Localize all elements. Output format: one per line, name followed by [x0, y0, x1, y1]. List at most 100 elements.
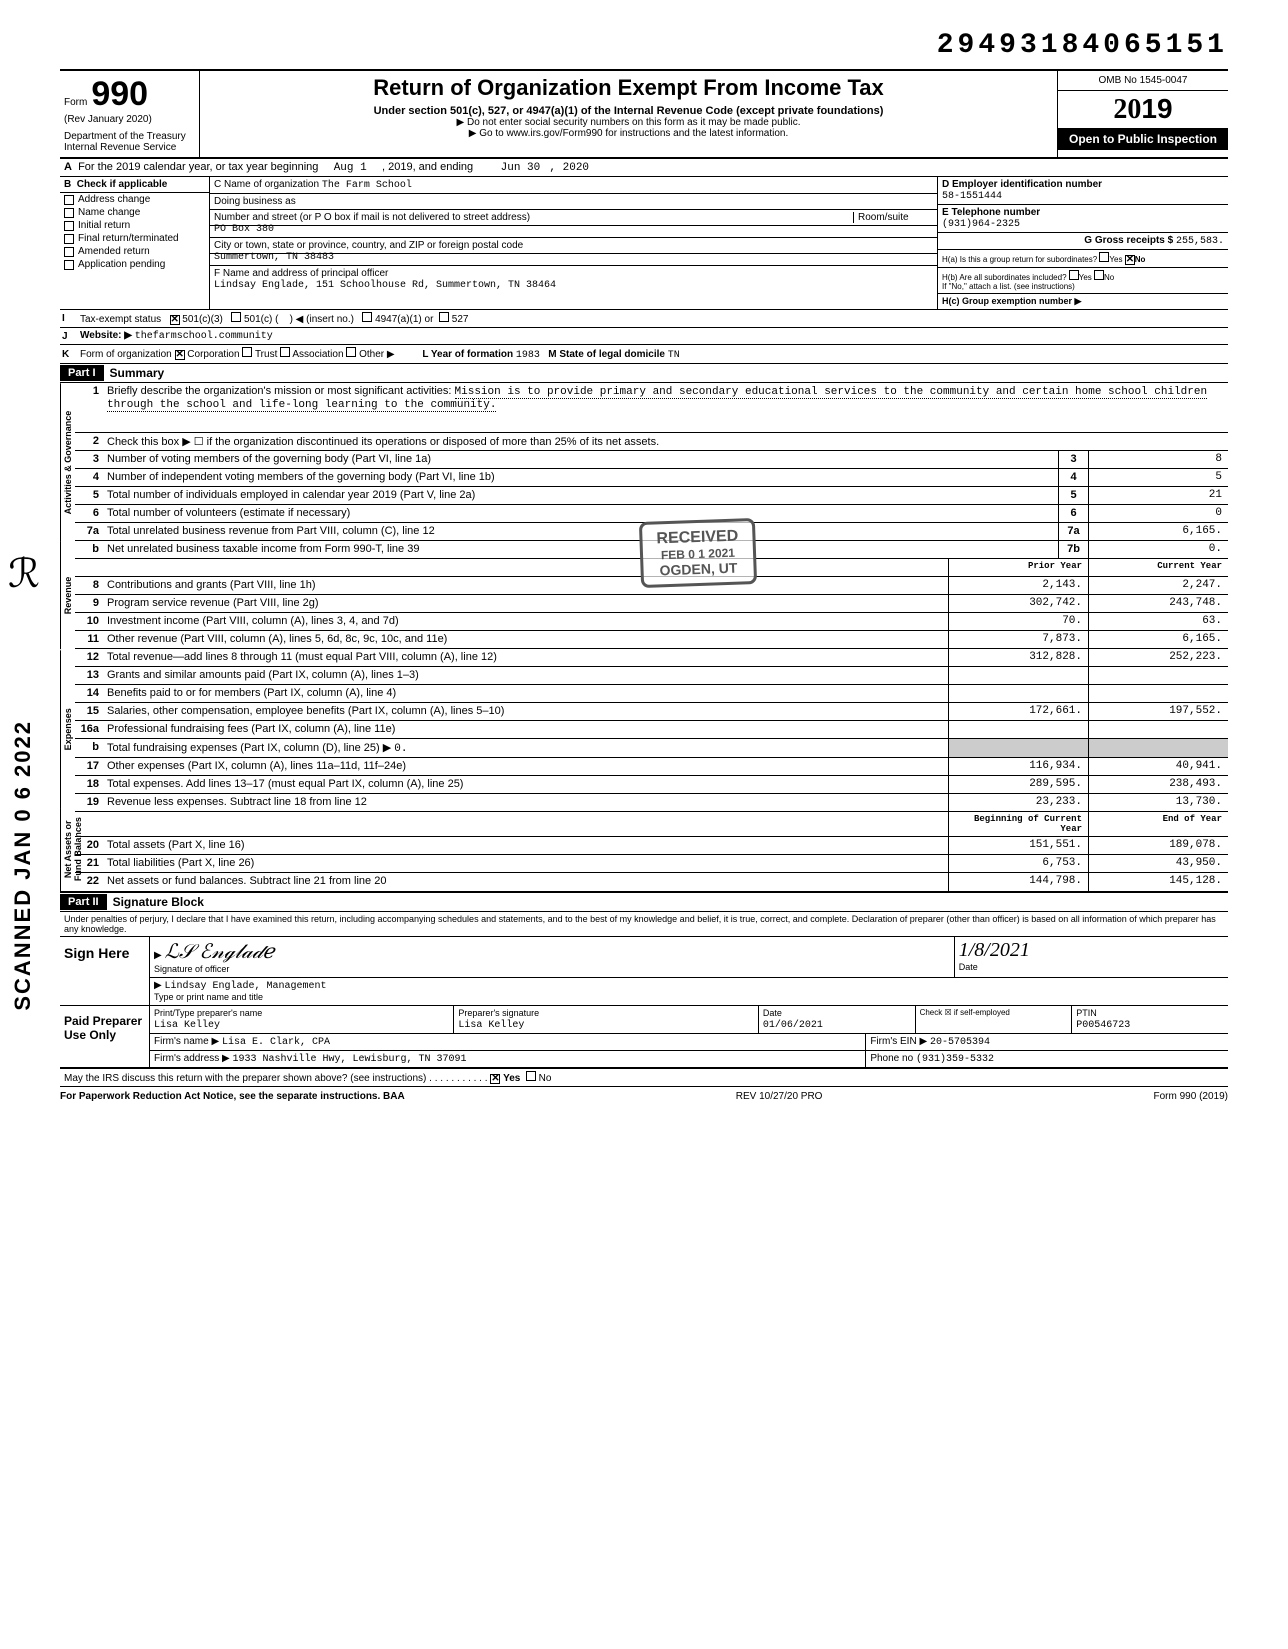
firm-addr: 1933 Nashville Hwy, Lewisburg, TN 37091: [233, 1054, 467, 1065]
line4-val: 5: [1088, 469, 1228, 486]
chk-ha-no[interactable]: [1125, 255, 1135, 265]
line22-text: Net assets or fund balances. Subtract li…: [103, 873, 948, 891]
firm-phone: (931)359-5332: [916, 1054, 994, 1065]
chk-initial-return[interactable]: [64, 221, 74, 231]
line15-curr: 197,552.: [1088, 703, 1228, 720]
street-label: Number and street (or P O box if mail is…: [214, 212, 530, 223]
chk-discuss-yes[interactable]: [490, 1074, 500, 1084]
line21-text: Total liabilities (Part X, line 26): [103, 855, 948, 872]
line12-prior: 312,828.: [948, 649, 1088, 666]
line19-text: Revenue less expenses. Subtract line 18 …: [103, 794, 948, 811]
vert-expenses: Expenses: [60, 650, 75, 808]
firm-ein-label: Firm's EIN ▶: [870, 1036, 927, 1047]
lbl-initial-return: Initial return: [78, 220, 130, 231]
chk-address-change[interactable]: [64, 195, 74, 205]
officer-label: F Name and address of principal officer: [214, 268, 388, 279]
check-applicable-label: Check if applicable: [77, 179, 168, 190]
officer-signature: ℒ𝒮 ℰ𝓃ℊ𝓁𝒶𝒹ℯ: [164, 941, 274, 963]
chk-amended[interactable]: [64, 247, 74, 257]
chk-corp[interactable]: [175, 350, 185, 360]
lbl-name-change: Name change: [78, 207, 140, 218]
ssn-warning: ▶ Do not enter social security numbers o…: [208, 117, 1049, 128]
line15-text: Salaries, other compensation, employee b…: [103, 703, 948, 720]
line7b-text: Net unrelated business taxable income fr…: [103, 541, 1058, 558]
tax-year-begin: Aug 1: [334, 162, 367, 174]
phone-label: E Telephone number: [942, 207, 1040, 218]
line4-text: Number of independent voting members of …: [103, 469, 1058, 486]
gross-receipts-value: 255,583.: [1176, 236, 1224, 247]
tax-year-end: Jun 30: [501, 162, 541, 174]
scanned-stamp: SCANNED JAN 0 6 2022: [10, 720, 36, 1011]
line16b-curr-shaded: [1088, 739, 1228, 757]
line-a-mid: , 2019, and ending: [382, 161, 473, 173]
self-employed-check: Check ☒ if self-employed: [916, 1006, 1073, 1033]
chk-501c[interactable]: [231, 312, 241, 322]
dba-label: Doing business as: [214, 196, 296, 207]
opt-assoc: Association: [292, 349, 343, 360]
vert-revenue: Revenue: [60, 541, 75, 649]
chk-501c3[interactable]: [170, 315, 180, 325]
hb-note: If "No," attach a list. (see instruction…: [942, 282, 1075, 291]
lbl-amended: Amended return: [78, 246, 150, 257]
prep-sig-label: Preparer's signature: [458, 1008, 539, 1018]
perjury-statement: Under penalties of perjury, I declare th…: [60, 912, 1228, 937]
ha-label: H(a) Is this a group return for subordin…: [942, 255, 1097, 264]
line7a-text: Total unrelated business revenue from Pa…: [103, 523, 1058, 540]
chk-final-return[interactable]: [64, 234, 74, 244]
line16b-text: Total fundraising expenses (Part IX, col…: [107, 742, 391, 754]
line9-text: Program service revenue (Part VIII, line…: [103, 595, 948, 612]
chk-527[interactable]: [439, 312, 449, 322]
line14-prior: [948, 685, 1088, 702]
firm-addr-label: Firm's address ▶: [154, 1053, 230, 1064]
line19-prior: 23,233.: [948, 794, 1088, 811]
line8-curr: 2,247.: [1088, 577, 1228, 594]
firm-ein: 20-5705394: [930, 1037, 990, 1048]
line14-text: Benefits paid to or for members (Part IX…: [103, 685, 948, 702]
chk-ha-yes[interactable]: [1099, 252, 1109, 262]
line12-text: Total revenue—add lines 8 through 11 (mu…: [103, 649, 948, 666]
discuss-question: May the IRS discuss this return with the…: [64, 1073, 426, 1084]
line20-text: Total assets (Part X, line 16): [103, 837, 948, 854]
form-subtitle: Under section 501(c), 527, or 4947(a)(1)…: [208, 105, 1049, 117]
chk-other[interactable]: [346, 347, 356, 357]
line9-prior: 302,742.: [948, 595, 1088, 612]
chk-discuss-no[interactable]: [526, 1071, 536, 1081]
line16b-val: 0.: [394, 743, 407, 755]
line21-curr: 43,950.: [1088, 855, 1228, 872]
chk-pending[interactable]: [64, 260, 74, 270]
chk-assoc[interactable]: [280, 347, 290, 357]
line8-text: Contributions and grants (Part VIII, lin…: [103, 577, 948, 594]
hb-label: H(b) Are all subordinates included?: [942, 273, 1067, 282]
line20-prior: 151,551.: [948, 837, 1088, 854]
line21-prior: 6,753.: [948, 855, 1088, 872]
sig-officer-label: Signature of officer: [154, 964, 229, 974]
opt-4947: 4947(a)(1) or: [375, 314, 433, 325]
domicile-value: TN: [668, 350, 680, 361]
ha-answer: No: [1135, 255, 1146, 264]
org-name: The Farm School: [322, 180, 412, 191]
prep-name-label: Print/Type preparer's name: [154, 1008, 262, 1018]
line17-curr: 40,941.: [1088, 758, 1228, 775]
firm-phone-label: Phone no: [870, 1053, 913, 1064]
line22-curr: 145,128.: [1088, 873, 1228, 891]
stamp-location: OGDEN, UT: [657, 560, 739, 579]
omb-number: OMB No 1545-0047: [1058, 71, 1228, 91]
street-address: PO Box 380: [210, 222, 937, 238]
year-formation-label: L Year of formation: [422, 349, 513, 360]
name-title-label: Type or print name and title: [154, 992, 263, 1002]
tax-year-end-year: , 2020: [549, 162, 589, 174]
line16b-prior-shaded: [948, 739, 1088, 757]
line13-prior: [948, 667, 1088, 684]
chk-name-change[interactable]: [64, 208, 74, 218]
chk-hb-no[interactable]: [1094, 270, 1104, 280]
opt-corp: Corporation: [187, 349, 239, 360]
chk-hb-yes[interactable]: [1069, 270, 1079, 280]
opt-trust: Trust: [255, 349, 277, 360]
line7a-val: 6,165.: [1088, 523, 1228, 540]
line14-curr: [1088, 685, 1228, 702]
prep-date-label: Date: [763, 1008, 782, 1018]
line19-curr: 13,730.: [1088, 794, 1228, 811]
chk-4947[interactable]: [362, 312, 372, 322]
chk-trust[interactable]: [242, 347, 252, 357]
tax-exempt-label: Tax-exempt status: [80, 314, 161, 325]
